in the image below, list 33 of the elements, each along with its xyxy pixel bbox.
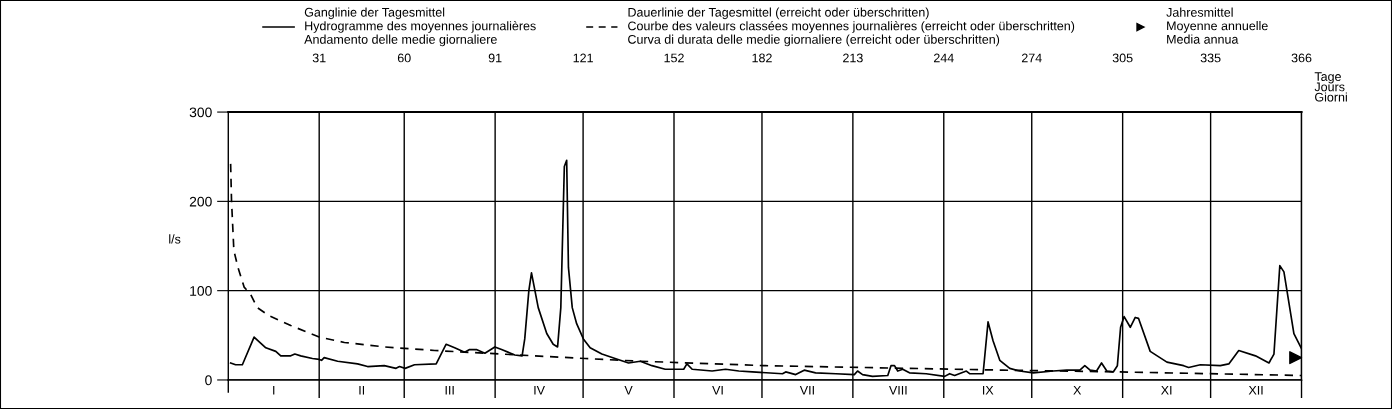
text: III	[445, 385, 454, 395]
x-tick-label: 335	[1200, 53, 1221, 63]
legend-label: Jahresmittel Moyenne annuelle Media annua	[1166, 7, 1268, 44]
x-tick-label: 244	[933, 53, 954, 63]
text: V	[624, 385, 633, 395]
text: VIII	[889, 385, 907, 395]
x-tick-label: 274	[1021, 53, 1042, 63]
y-tick-label: 0	[205, 375, 212, 386]
text: VI	[712, 385, 723, 395]
x-tick-label: 91	[488, 53, 502, 63]
x-tick-label: 60	[397, 53, 411, 63]
x-tick-label: 213	[843, 53, 863, 63]
text: VII	[799, 385, 814, 395]
x-tick-label: 121	[573, 53, 593, 63]
x-tick-label: 31	[312, 53, 326, 63]
text: I	[273, 385, 275, 395]
y-axis-title: l/s	[169, 234, 181, 244]
x-tick-label: 366	[1291, 53, 1312, 63]
text: XII	[1248, 385, 1263, 395]
legend-label: Dauerlinie der Tagesmittel (erreicht oder überschritten) Courbe des valeurs classées moyennes journalières (erreicht oder überschritten) Curva di durata delle medie giornaliere (erreicht oder überschritten)	[628, 7, 1075, 47]
y-tick-label: 200	[189, 196, 212, 207]
text: II	[359, 385, 365, 395]
text: IV	[534, 385, 545, 395]
y-tick-label: 100	[190, 286, 212, 296]
y-tick-label: 300	[189, 107, 212, 118]
x-axis-title: Tage Jours Giorni	[1314, 72, 1347, 102]
x-tick-label: 182	[752, 53, 772, 63]
x-tick-label: 152	[664, 53, 684, 63]
text: X	[1073, 385, 1082, 395]
x-tick-label: 305	[1112, 53, 1133, 63]
text: XI	[1161, 385, 1172, 395]
legend-label: Ganglinie der Tagesmittel Hydrogramme des moyennes journalières Andamento delle medie giornaliere	[304, 7, 536, 47]
text: IX	[983, 385, 994, 395]
